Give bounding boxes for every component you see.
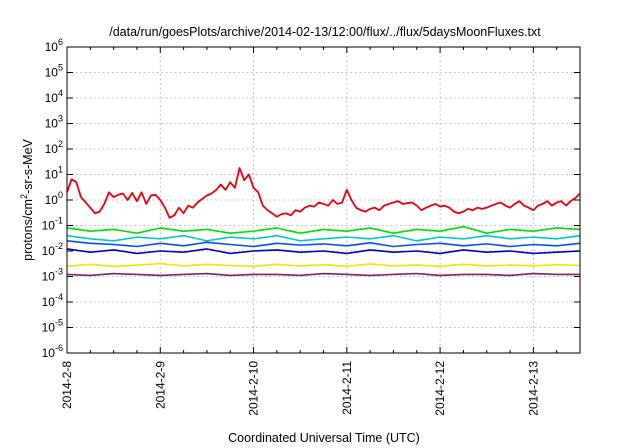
y-tick-label: 10-3 xyxy=(42,267,63,284)
x-axis-label: Coordinated Universal Time (UTC) xyxy=(228,431,420,445)
series-line-6 xyxy=(66,272,580,277)
y-tick-label: 106 xyxy=(45,37,63,54)
y-axis-label: protons/cm2-sr-s-MeV xyxy=(19,138,35,260)
y-tick-label: 10-4 xyxy=(42,292,63,309)
y-tick-label: 105 xyxy=(45,63,63,80)
series-line-3 xyxy=(66,240,581,248)
y-tick-label: 104 xyxy=(45,88,63,105)
y-axis-label-rest: -sr-s-MeV xyxy=(21,138,35,194)
series-layer xyxy=(66,167,581,277)
series-line-2 xyxy=(66,234,581,242)
y-tick-label: 102 xyxy=(45,139,63,156)
x-tick-label: 2014-2-13 xyxy=(526,361,540,416)
x-tick-label: 2014-2-11 xyxy=(340,361,354,415)
axis-ticks xyxy=(66,46,581,354)
x-tick-label: 2014-2-12 xyxy=(433,361,447,416)
grid-lines xyxy=(67,47,580,353)
series-line-4 xyxy=(66,248,581,255)
series-line-1 xyxy=(66,225,581,234)
y-tick-label: 103 xyxy=(45,114,63,131)
x-tick-label: 2014-2-8 xyxy=(60,361,74,409)
y-axis-label-superscript: 2 xyxy=(19,194,29,199)
x-tick-label: 2014-2-9 xyxy=(153,361,167,409)
chart-title: /data/run/goesPlots/archive/2014-02-13/1… xyxy=(109,25,541,39)
y-tick-labels: 10-6 10-5 10-4 10-3 10-2 10-1 100 101 102 103 104 1… xyxy=(42,37,63,360)
x-tick-label: 2014-2-10 xyxy=(247,361,261,416)
y-tick-label: 101 xyxy=(45,165,63,182)
series-line-5 xyxy=(66,262,581,268)
y-tick-label: 10-5 xyxy=(42,318,63,335)
series-line-0 xyxy=(66,167,581,219)
y-tick-label: 10-2 xyxy=(42,241,63,258)
y-axis-label-main: protons/cm xyxy=(21,199,35,261)
y-tick-label: 10-1 xyxy=(42,216,63,233)
y-tick-label: 10-6 xyxy=(42,343,63,360)
y-tick-label: 100 xyxy=(45,190,63,207)
x-tick-labels: 2014-2-8 2014-2-9 2014-2-10 2014-2-11 2014-2… xyxy=(60,361,540,416)
